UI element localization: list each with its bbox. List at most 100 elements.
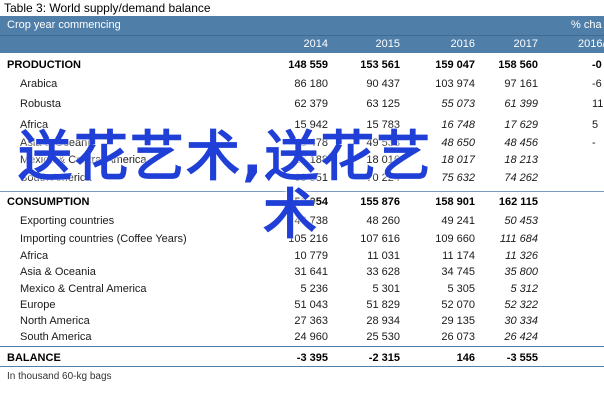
cell-2014: -3 395 [296,352,328,364]
row-label: South America [20,331,92,343]
cell-2014: 46 738 [294,215,328,227]
cell-2015: 63 125 [366,98,400,110]
cell-2015: 155 876 [360,196,400,208]
cell-2017: 52 322 [504,299,538,311]
cell-2014: 45 478 [294,137,328,149]
cell-2015: 90 437 [366,78,400,90]
cell-2016: 34 745 [441,266,475,278]
row-label: Asia & Oceania [20,266,96,278]
row-label: PRODUCTION [7,59,81,71]
cell-2014: 86 180 [294,78,328,90]
cell-2014: 17 188 [294,154,328,166]
cell-2017: 35 800 [504,266,538,278]
cell-2015: 70 224 [366,172,400,184]
table-row: CONSUMPTION 151 954 155 876 158 901 162 115 [0,194,604,210]
cell-2014: 31 641 [294,266,328,278]
row-label: CONSUMPTION [7,196,90,208]
year-2017: 2017 [513,38,538,50]
cell-2015: 25 530 [366,331,400,343]
cell-2014: 10 779 [294,250,328,262]
year-right: 2016/ [578,38,604,50]
cell-2016: 52 070 [441,299,475,311]
cell-change-cut: -6 [592,78,602,90]
cell-2017: 11 326 [505,250,538,262]
cell-2017: 50 453 [504,215,538,227]
table-row: Robusta 62 379 63 125 55 073 61 399 11 [0,96,604,112]
cell-2015: 5 301 [372,283,400,295]
cell-2014: 148 559 [288,59,328,71]
balance-separator [0,346,604,347]
header-label: Crop year commencing [7,19,121,31]
table-row: South America 24 960 25 530 26 073 26 424 [0,329,604,345]
cell-2016: 5 305 [447,283,475,295]
table-row: Africa 10 779 11 031 11 174 11 326 [0,248,604,264]
cell-2015: 51 829 [366,299,400,311]
cell-2014: 105 216 [288,233,328,245]
cell-2016: 26 073 [441,331,475,343]
cell-2015: 18 016 [366,154,400,166]
cell-2017: -3 555 [506,352,538,364]
row-label: Europe [20,299,56,311]
cell-2016: 158 901 [435,196,475,208]
cell-2017: 74 262 [504,172,538,184]
cell-2017: 162 115 [498,196,538,208]
cell-2017: 5 312 [510,283,538,295]
cell-2017: 111 684 [499,233,538,245]
cell-2014: 5 236 [300,283,328,295]
table-row: Europe 51 043 51 829 52 070 52 322 [0,297,604,313]
cell-change-cut: 5 [592,119,599,131]
table-header-year-row: 2014 2015 2016 2017 2016/ [0,35,604,53]
cell-2016: 55 073 [441,98,475,110]
cell-2017: 17 629 [504,119,538,131]
table-title: Table 3: World supply/demand balance [4,1,211,15]
cell-2016: 49 241 [441,215,475,227]
table-row: North America 27 363 28 934 29 135 30 334 [0,313,604,329]
cell-2015: 49 538 [366,137,400,149]
row-label: Africa [20,250,49,262]
row-label: South America [20,172,92,184]
row-label: Importing countries (Coffee Years) [20,233,187,245]
table-row: Exporting countries 46 738 48 260 49 241 50 … [0,213,604,229]
cell-2016: 159 047 [435,59,475,71]
cell-2015: 33 628 [366,266,400,278]
cell-2016: 48 650 [441,137,475,149]
section-separator [0,191,604,192]
cell-2014: 24 960 [294,331,328,343]
cell-2014: 27 363 [294,315,328,327]
row-label: Asia & Oceania [20,137,96,149]
cell-2014: 69 951 [294,172,328,184]
year-2014: 2014 [303,38,328,50]
table-row: South America 69 951 70 224 75 632 74 262 [0,170,604,186]
cell-2016: 29 135 [441,315,475,327]
row-label: Mexico & Central America [20,283,147,295]
cell-2015: 48 260 [366,215,400,227]
table-row: Asia & Oceania 45 478 49 538 48 650 48 456 - [0,135,604,151]
cell-2017: 61 399 [504,98,538,110]
table-row: Importing countries (Coffee Years) 105 21… [0,231,604,247]
table-header-label-row: Crop year commencing % cha [0,16,604,35]
row-label: Mexico & Central America [20,154,147,166]
cell-change-cut: - [592,137,596,149]
cell-2016: 103 974 [435,78,475,90]
table-row: PRODUCTION 148 559 153 561 159 047 158 560 -0 [0,57,604,73]
cell-2015: 28 934 [366,315,400,327]
cell-2016: 11 174 [442,250,475,262]
row-label: Exporting countries [20,215,115,227]
cell-2016: 75 632 [441,172,475,184]
cell-change-cut: 11 [592,98,604,110]
row-label: BALANCE [7,352,61,364]
cell-2015: 107 616 [360,233,400,245]
table-row: BALANCE -3 395 -2 315 146 -3 555 [0,350,604,366]
cell-2015: -2 315 [368,352,400,364]
table-bottom-rule [0,366,604,367]
cell-2015: 15 783 [366,119,400,131]
cell-2016: 109 660 [435,233,475,245]
table-row: Mexico & Central America 17 188 18 016 18 0… [0,152,604,168]
row-label: Robusta [20,98,61,110]
cell-2017: 97 161 [504,78,538,90]
table-footnote: In thousand 60-kg bags [7,371,112,382]
cell-change-cut: -0 [592,59,602,71]
cell-2014: 51 043 [294,299,328,311]
year-2015: 2015 [375,38,400,50]
